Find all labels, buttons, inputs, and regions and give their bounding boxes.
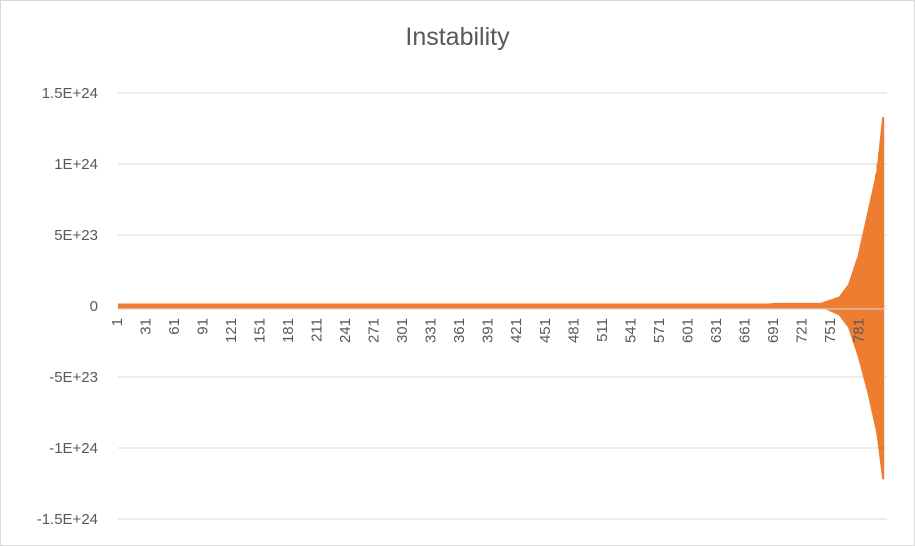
series-envelope xyxy=(118,116,885,480)
y-tick-label: 1E+24 xyxy=(54,156,98,173)
x-tick-label: 241 xyxy=(337,318,354,343)
x-tick-label: 121 xyxy=(223,318,240,343)
x-tick-label: 601 xyxy=(679,318,696,343)
x-tick-label: 181 xyxy=(280,318,297,343)
x-tick-label: 451 xyxy=(537,318,554,343)
x-tick-label: 151 xyxy=(252,318,269,343)
x-tick-label: 721 xyxy=(793,318,810,343)
x-tick-label: 571 xyxy=(651,318,668,343)
x-tick-label: 781 xyxy=(850,318,867,343)
chart-title: Instability xyxy=(405,23,510,51)
x-tick-label: 691 xyxy=(765,318,782,343)
x-tick-label: 511 xyxy=(594,318,611,342)
x-tick-label: 661 xyxy=(736,318,753,343)
x-tick-label: 271 xyxy=(366,318,383,343)
x-tick-label: 631 xyxy=(708,318,725,343)
x-tick-label: 751 xyxy=(822,318,839,343)
x-tick-label: 331 xyxy=(423,318,440,343)
x-tick-label: 61 xyxy=(166,318,183,335)
x-tick-label: 541 xyxy=(622,318,639,343)
x-tick-label: 301 xyxy=(394,318,411,343)
x-tick-label: 361 xyxy=(451,318,468,343)
x-tick-label: 31 xyxy=(138,318,155,335)
y-tick-label: -5E+23 xyxy=(49,369,98,386)
y-tick-label: -1E+24 xyxy=(49,440,98,457)
x-tick-label: 391 xyxy=(480,318,497,343)
x-tick-label: 481 xyxy=(565,318,582,343)
y-axis-ticks: 1.5E+24 1E+24 5E+23 0 -5E+23 -1E+24 -1.5E+24 xyxy=(37,85,98,528)
x-axis-ticks: 1 31 61 91 121 151 181 211 241 271 301 331 361 391 421… xyxy=(109,318,867,343)
x-tick-label: 211 xyxy=(309,318,326,342)
y-tick-label: 5E+23 xyxy=(54,227,98,244)
series-instability xyxy=(118,116,885,480)
y-tick-label: -1.5E+24 xyxy=(37,511,98,528)
y-tick-label: 1.5E+24 xyxy=(42,85,98,102)
x-tick-label: 421 xyxy=(508,318,525,343)
y-tick-label: 0 xyxy=(90,298,98,315)
x-tick-label: 91 xyxy=(195,318,212,335)
x-tick-label: 1 xyxy=(109,318,126,326)
